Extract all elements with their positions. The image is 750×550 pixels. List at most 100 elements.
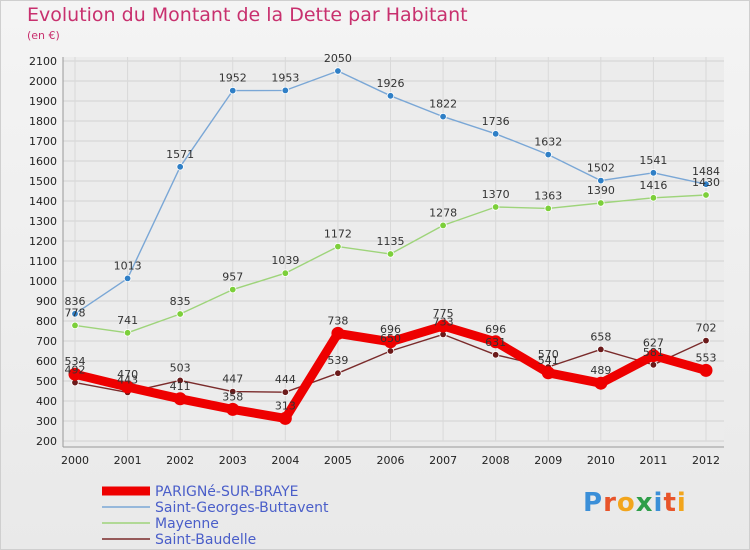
x-tick-label: 2001 bbox=[114, 454, 142, 467]
data-point bbox=[649, 169, 658, 177]
data-point bbox=[702, 336, 710, 345]
x-tick-label: 2008 bbox=[482, 454, 510, 467]
data-label: 1430 bbox=[692, 176, 720, 189]
legend-label: PARIGNé-SUR-BRAYE bbox=[155, 484, 298, 500]
y-tick-label: 700 bbox=[36, 335, 57, 348]
data-label: 447 bbox=[222, 373, 243, 386]
data-point bbox=[439, 112, 447, 121]
data-label: 1632 bbox=[534, 136, 562, 149]
data-label: 570 bbox=[538, 348, 559, 361]
y-tick-label: 800 bbox=[36, 315, 57, 328]
x-tick-label: 2007 bbox=[429, 454, 457, 467]
data-label: 443 bbox=[117, 373, 138, 386]
data-point bbox=[491, 351, 500, 359]
data-label: 1484 bbox=[692, 165, 720, 178]
y-tick-label: 1900 bbox=[29, 95, 57, 108]
data-label: 1039 bbox=[271, 254, 299, 267]
data-label: 358 bbox=[222, 390, 243, 403]
data-point bbox=[699, 363, 713, 377]
data-point bbox=[68, 367, 82, 381]
data-label: 1363 bbox=[534, 189, 562, 202]
data-point bbox=[334, 242, 342, 251]
data-point bbox=[491, 203, 500, 211]
data-point bbox=[176, 376, 184, 385]
data-point bbox=[121, 380, 135, 394]
data-point bbox=[649, 194, 658, 202]
data-label: 1541 bbox=[639, 154, 667, 167]
data-point bbox=[173, 392, 187, 406]
data-point bbox=[71, 321, 79, 330]
data-label: 1571 bbox=[166, 148, 194, 161]
data-label: 503 bbox=[170, 361, 191, 374]
x-tick-label: 2004 bbox=[271, 454, 299, 467]
data-point bbox=[176, 163, 184, 171]
y-tick-label: 1000 bbox=[29, 275, 57, 288]
data-point bbox=[702, 191, 710, 199]
y-tick-label: 1400 bbox=[29, 195, 57, 208]
data-label: 741 bbox=[117, 314, 138, 327]
data-label: 775 bbox=[433, 307, 454, 320]
y-tick-label: 400 bbox=[36, 395, 57, 408]
x-tick-label: 2002 bbox=[166, 454, 194, 467]
x-tick-label: 2012 bbox=[692, 454, 720, 467]
chart-title: Evolution du Montant de la Dette par Hab… bbox=[27, 4, 468, 26]
data-label: 492 bbox=[65, 364, 86, 377]
data-label: 1953 bbox=[271, 71, 299, 84]
data-label: 534 bbox=[65, 355, 86, 368]
data-point bbox=[226, 402, 240, 416]
data-label: 1013 bbox=[114, 259, 142, 272]
logo-letter: i bbox=[653, 488, 664, 518]
data-point bbox=[229, 86, 237, 95]
data-point bbox=[541, 366, 555, 380]
data-label: 957 bbox=[222, 271, 243, 284]
data-label: 1278 bbox=[429, 206, 457, 219]
data-label: 313 bbox=[275, 399, 296, 412]
data-point bbox=[489, 335, 503, 349]
y-tick-label: 2100 bbox=[29, 55, 57, 68]
data-label: 1502 bbox=[587, 162, 615, 175]
legend-label: Mayenne bbox=[155, 516, 219, 532]
data-label: 1822 bbox=[429, 98, 457, 111]
data-label: 489 bbox=[590, 364, 611, 377]
chart-subtitle: (en €) bbox=[27, 29, 60, 42]
data-point bbox=[281, 388, 290, 396]
data-point bbox=[71, 310, 79, 318]
y-tick-label: 1100 bbox=[29, 255, 57, 268]
y-tick-label: 1500 bbox=[29, 175, 57, 188]
data-point bbox=[386, 347, 395, 355]
y-tick-label: 200 bbox=[36, 435, 57, 448]
legend-label: Saint-Georges-Buttavent bbox=[155, 500, 329, 516]
y-tick-label: 1800 bbox=[29, 115, 57, 128]
data-label: 1416 bbox=[639, 179, 667, 192]
data-point bbox=[491, 130, 500, 138]
data-label: 696 bbox=[380, 323, 401, 336]
x-tick-label: 2003 bbox=[219, 454, 247, 467]
data-point bbox=[594, 376, 608, 390]
data-label: 470 bbox=[117, 368, 138, 381]
logo-letter: i bbox=[676, 488, 687, 518]
data-point bbox=[331, 326, 345, 340]
data-point bbox=[702, 180, 710, 188]
x-tick-label: 2009 bbox=[534, 454, 562, 467]
data-point bbox=[176, 310, 184, 318]
y-tick-label: 500 bbox=[36, 375, 57, 388]
data-point bbox=[123, 329, 132, 337]
data-label: 738 bbox=[327, 314, 348, 327]
data-label: 581 bbox=[643, 346, 664, 359]
data-label: 836 bbox=[65, 295, 86, 308]
data-label: 541 bbox=[538, 354, 559, 367]
y-tick-label: 1300 bbox=[29, 215, 57, 228]
legend-label: Saint-Baudelle bbox=[155, 532, 256, 548]
data-label: 1952 bbox=[219, 72, 247, 85]
x-tick-label: 2005 bbox=[324, 454, 352, 467]
data-point bbox=[597, 199, 605, 207]
data-point bbox=[544, 204, 552, 213]
y-tick-label: 1700 bbox=[29, 135, 57, 148]
data-point bbox=[123, 274, 132, 283]
data-label: 2050 bbox=[324, 52, 352, 65]
data-point bbox=[229, 387, 237, 396]
data-point bbox=[384, 335, 397, 349]
data-point bbox=[278, 411, 292, 425]
data-point bbox=[439, 221, 447, 230]
